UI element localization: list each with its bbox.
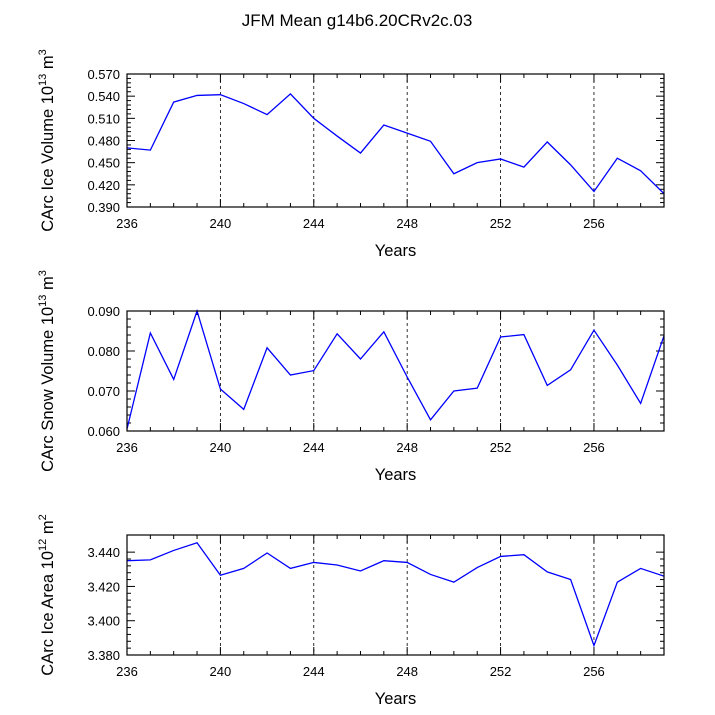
y-tick-label: 3.400 bbox=[87, 614, 120, 629]
chart-title: JFM Mean g14b6.20CRv2c.03 bbox=[242, 11, 473, 30]
x-tick-label: 236 bbox=[116, 216, 138, 231]
x-tick-label: 236 bbox=[116, 440, 138, 455]
y-tick-label: 0.510 bbox=[87, 111, 120, 126]
series-line bbox=[127, 309, 664, 430]
y-tick-label: 3.440 bbox=[87, 545, 120, 560]
chart-panel-1: 236 240 244 248 252 256 0.390 0.420 0.450 0.480 0.… bbox=[37, 49, 665, 260]
y-tick-label: 0.080 bbox=[87, 344, 120, 359]
plot-frame bbox=[126, 73, 665, 208]
y-axis-label-text: CArc Ice Area 10 bbox=[39, 551, 57, 676]
x-tick-label: 256 bbox=[583, 440, 605, 455]
x-axis-label: Years bbox=[375, 690, 417, 708]
x-tick-label: 244 bbox=[303, 440, 325, 455]
y-axis-label-superscript: 3 bbox=[37, 270, 49, 276]
plot-frame bbox=[126, 310, 665, 432]
x-axis-label: Years bbox=[375, 242, 417, 260]
y-axis-label-text: CArc Ice Volume 10 bbox=[39, 86, 57, 232]
y-tick-label: 0.540 bbox=[87, 89, 120, 104]
y-axis-label: CArc Ice Volume 1013 m3 bbox=[37, 49, 57, 232]
x-tick-label: 248 bbox=[396, 216, 418, 231]
x-tick-label: 244 bbox=[303, 216, 325, 231]
y-axis-label-superscript: 12 bbox=[37, 539, 49, 551]
x-tick-label: 244 bbox=[303, 664, 325, 679]
series-line bbox=[127, 541, 664, 648]
x-tick-label: 236 bbox=[116, 664, 138, 679]
y-tick-label: 0.450 bbox=[87, 156, 120, 171]
y-axis-label: CArc Ice Area 1012 m2 bbox=[37, 514, 57, 675]
x-tick-label: 240 bbox=[210, 664, 232, 679]
x-tick-label: 252 bbox=[490, 664, 512, 679]
y-tick-label: 0.420 bbox=[87, 178, 120, 193]
x-tick-label: 240 bbox=[210, 216, 232, 231]
chart-panel-3: 236 240 244 248 252 256 3.380 3.400 3.420 3.440 Ye… bbox=[37, 514, 665, 708]
x-tick-label: 240 bbox=[210, 440, 232, 455]
y-axis-label-superscript: 3 bbox=[37, 49, 49, 55]
y-axis-label-text: m bbox=[39, 520, 57, 538]
x-axis-label: Years bbox=[375, 466, 417, 484]
y-axis-label-superscript: 2 bbox=[37, 514, 49, 520]
x-tick-label: 252 bbox=[490, 216, 512, 231]
y-axis-label-text: CArc Snow Volume 10 bbox=[39, 307, 57, 472]
y-tick-label: 0.570 bbox=[87, 67, 120, 82]
y-tick-label: 0.390 bbox=[87, 200, 120, 215]
y-axis-label-superscript: 13 bbox=[37, 74, 49, 86]
y-tick-label: 3.380 bbox=[87, 648, 120, 663]
x-tick-label: 252 bbox=[490, 440, 512, 455]
y-tick-label: 0.060 bbox=[87, 424, 120, 439]
x-tick-label: 248 bbox=[396, 440, 418, 455]
y-tick-label: 3.420 bbox=[87, 579, 120, 594]
x-tick-label: 256 bbox=[583, 216, 605, 231]
x-tick-label: 256 bbox=[583, 664, 605, 679]
y-tick-label: 0.480 bbox=[87, 134, 120, 149]
y-tick-label: 0.070 bbox=[87, 384, 120, 399]
y-axis-label-text: m bbox=[39, 276, 57, 294]
chart-panel-2: 236 240 244 248 252 256 0.060 0.070 0.080 0.090 Ye… bbox=[37, 270, 665, 484]
y-tick-label: 0.090 bbox=[87, 304, 120, 319]
panels: 236 240 244 248 252 256 0.390 0.420 0.450 0.480 0.… bbox=[37, 49, 665, 708]
y-axis-label-superscript: 13 bbox=[37, 295, 49, 307]
y-axis-label-text: m bbox=[39, 55, 57, 73]
series-line bbox=[127, 93, 664, 195]
y-axis-label: CArc Snow Volume 1013 m3 bbox=[37, 270, 57, 472]
x-tick-label: 248 bbox=[396, 664, 418, 679]
plot-frame bbox=[126, 534, 665, 656]
